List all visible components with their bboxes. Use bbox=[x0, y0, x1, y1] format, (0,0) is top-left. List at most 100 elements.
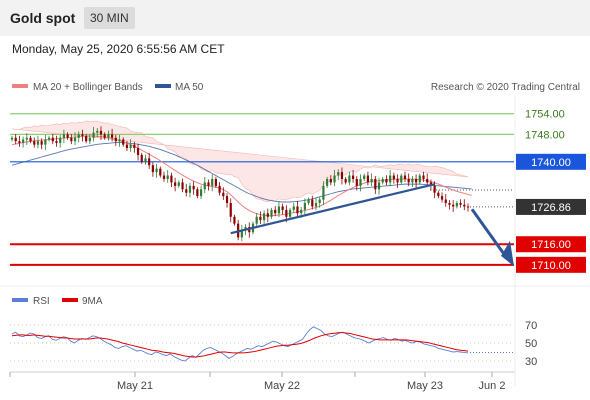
candle-body bbox=[218, 185, 221, 193]
candle-body bbox=[166, 175, 169, 179]
candle-body bbox=[10, 137, 14, 140]
candle-body bbox=[377, 182, 381, 190]
candle-body bbox=[29, 137, 32, 142]
rsi-line bbox=[11, 326, 469, 362]
rsi-tick-70: 70 bbox=[525, 320, 537, 332]
candle-body bbox=[118, 139, 121, 142]
candle-body bbox=[422, 175, 425, 179]
candle-body bbox=[155, 168, 158, 173]
support-tag-4 bbox=[516, 236, 586, 253]
rsi-plot: 70 50 30 bbox=[10, 320, 537, 368]
candle-body bbox=[25, 137, 28, 140]
x-tick-label: May 22 bbox=[264, 380, 300, 392]
candle-body bbox=[314, 203, 318, 207]
symbol-title: Gold spot bbox=[10, 10, 76, 26]
candle-body bbox=[162, 175, 166, 179]
candle-body bbox=[214, 178, 218, 186]
candle-body bbox=[385, 178, 388, 183]
candle-body bbox=[270, 209, 273, 217]
candle-body bbox=[318, 199, 321, 204]
candle-body bbox=[329, 178, 332, 183]
forecast-arrow-shaft bbox=[470, 208, 510, 261]
candle-body bbox=[188, 185, 192, 193]
candle-body bbox=[129, 144, 132, 149]
candle-body bbox=[88, 137, 91, 142]
candle-body bbox=[466, 206, 470, 208]
candle-body bbox=[459, 203, 462, 205]
candle-body bbox=[281, 206, 284, 210]
support-label-4: 1716.00 bbox=[531, 239, 571, 251]
candle-body bbox=[174, 182, 177, 186]
candle-body bbox=[51, 137, 54, 142]
rsi-ma-legend-label: 9MA bbox=[82, 296, 103, 307]
candle-body bbox=[381, 178, 384, 183]
candle-body bbox=[240, 230, 243, 238]
x-tick-label: Jun 2 bbox=[479, 380, 506, 392]
candle-body bbox=[363, 175, 366, 179]
candle-body bbox=[448, 203, 451, 205]
candle-body bbox=[110, 134, 114, 138]
candle-body bbox=[414, 178, 418, 183]
candle-body bbox=[211, 178, 214, 186]
resistance-label-1: 1748.00 bbox=[525, 129, 565, 141]
candle-body bbox=[170, 175, 173, 183]
candle-body bbox=[437, 192, 440, 197]
candle-body bbox=[92, 132, 95, 138]
candle-body bbox=[81, 134, 84, 137]
candle-body bbox=[389, 175, 392, 183]
candle-body bbox=[326, 178, 329, 186]
candle-body bbox=[259, 216, 262, 221]
candle-body bbox=[70, 137, 73, 142]
last-price-label: 1726.86 bbox=[531, 202, 571, 214]
rsi-tick-30: 30 bbox=[525, 356, 537, 368]
candle-body bbox=[340, 172, 344, 179]
candle-body bbox=[151, 165, 154, 173]
candle-body bbox=[433, 185, 436, 193]
resistance-label-0: 1754.00 bbox=[525, 109, 565, 121]
candle-body bbox=[396, 178, 399, 183]
ma50-legend-label: MA 50 bbox=[175, 82, 204, 93]
candle-body bbox=[44, 139, 47, 145]
ma20-line bbox=[11, 135, 472, 217]
timestamp: Monday, May 25, 2020 6:55:56 AM CET bbox=[12, 42, 225, 56]
candle-body bbox=[311, 199, 314, 207]
x-tick-label: May 23 bbox=[407, 380, 443, 392]
support-tag-5 bbox=[516, 256, 586, 273]
candle-body bbox=[96, 130, 99, 133]
timeframe-button[interactable]: 30 MIN bbox=[84, 7, 135, 29]
candle-body bbox=[103, 134, 106, 138]
candle-body bbox=[348, 175, 351, 183]
copyright-text: Research © 2020 Trading Central bbox=[431, 82, 580, 93]
candle-body bbox=[426, 178, 429, 183]
candle-body bbox=[463, 204, 466, 207]
uptrend-line bbox=[230, 183, 435, 235]
candle-body bbox=[47, 137, 51, 140]
candle-body bbox=[374, 178, 377, 190]
ma20-legend-swatch bbox=[12, 84, 28, 88]
support-label-5: 1710.00 bbox=[531, 260, 571, 272]
rsi-legend-swatch bbox=[12, 298, 28, 302]
candle-body bbox=[444, 199, 447, 204]
candle-body bbox=[159, 168, 162, 176]
candle-body bbox=[229, 203, 232, 217]
x-tick-label: May 21 bbox=[117, 380, 153, 392]
candle-body bbox=[107, 134, 110, 138]
candle-body bbox=[77, 134, 80, 138]
candle-body bbox=[14, 137, 17, 142]
candle-body bbox=[196, 189, 199, 197]
candle-body bbox=[185, 189, 188, 193]
candle-body bbox=[177, 182, 180, 186]
candle-body bbox=[300, 209, 303, 214]
ma20-legend-label: MA 20 + Bollinger Bands bbox=[33, 82, 143, 93]
candle-body bbox=[114, 137, 117, 142]
candle-body bbox=[255, 216, 258, 224]
candle-body bbox=[22, 139, 25, 143]
candle-body bbox=[400, 175, 403, 183]
candle-body bbox=[370, 178, 373, 183]
candle-body bbox=[62, 134, 66, 138]
forecast-arrow-head bbox=[501, 240, 514, 267]
candle-body bbox=[355, 178, 358, 186]
candle-body bbox=[18, 141, 21, 143]
candle-body bbox=[337, 172, 340, 176]
